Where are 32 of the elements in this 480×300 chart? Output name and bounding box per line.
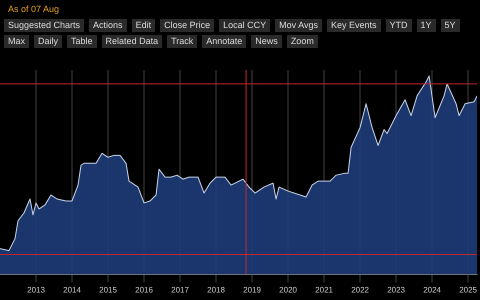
text: Annotate	[202, 35, 246, 48]
text: 5Y	[440, 19, 460, 32]
x-tick-label: 2022	[351, 285, 370, 294]
text: As of 07 Aug	[7, 3, 60, 16]
text: Suggested Charts	[4, 19, 84, 32]
x-tick-label: 2025	[459, 285, 478, 294]
x-tick-label: 2024	[423, 285, 442, 294]
x-tick-label: 2021	[315, 285, 334, 294]
text: Actions	[89, 19, 127, 32]
x-tick-label: 2023	[387, 285, 406, 294]
x-tick-label: 2020	[279, 285, 298, 294]
text: Key Events	[326, 19, 381, 32]
text: Daily	[34, 35, 62, 48]
x-tick-label: 2014	[63, 285, 82, 294]
text: Max	[4, 35, 30, 48]
text: Zoom	[286, 35, 318, 48]
text: News	[251, 35, 282, 48]
text: Local CCY	[219, 19, 270, 32]
text: Table	[67, 35, 97, 48]
text: Related Data	[102, 35, 162, 48]
x-tick-label: 2019	[243, 285, 262, 294]
text: 1Y	[416, 19, 436, 32]
text: Mov Avgs	[275, 19, 322, 32]
text: YTD	[386, 19, 412, 32]
x-tick-label: 2015	[99, 285, 118, 294]
x-tick-label: 2017	[171, 285, 190, 294]
text: Edit	[132, 19, 156, 32]
text: Track	[167, 35, 198, 48]
text: Close Price	[160, 19, 214, 32]
x-tick-label: 2018	[207, 285, 226, 294]
x-tick-label: 2016	[135, 285, 154, 294]
x-tick-label: 2013	[27, 285, 46, 294]
